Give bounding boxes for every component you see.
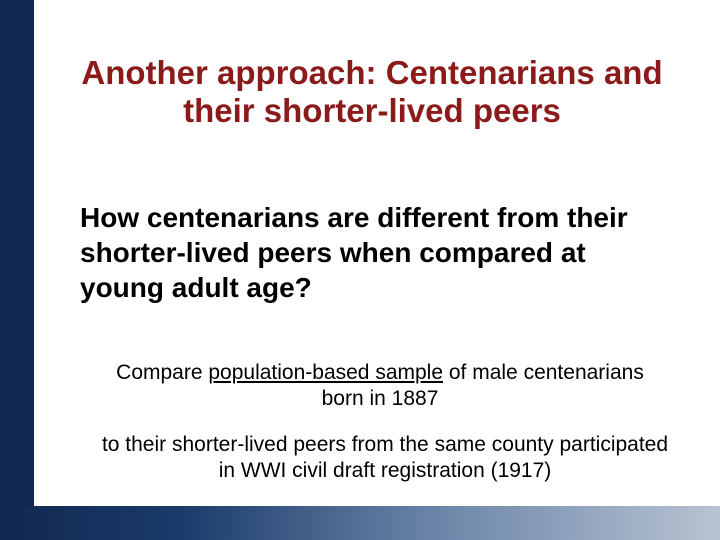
slide: Another approach: Centenarians and their… (0, 0, 720, 540)
body-paragraph-2: to their shorter-lived peers from the sa… (100, 432, 670, 485)
body-paragraph-1: Compare population-based sample of male … (100, 360, 660, 413)
body1-underlined: population-based sample (208, 361, 443, 384)
bottom-accent-bar (0, 506, 720, 540)
left-accent-bar (0, 0, 34, 540)
slide-subtitle: How centenarians are different from thei… (80, 200, 660, 305)
body1-pre: Compare (116, 361, 208, 384)
slide-title: Another approach: Centenarians and their… (64, 54, 680, 130)
